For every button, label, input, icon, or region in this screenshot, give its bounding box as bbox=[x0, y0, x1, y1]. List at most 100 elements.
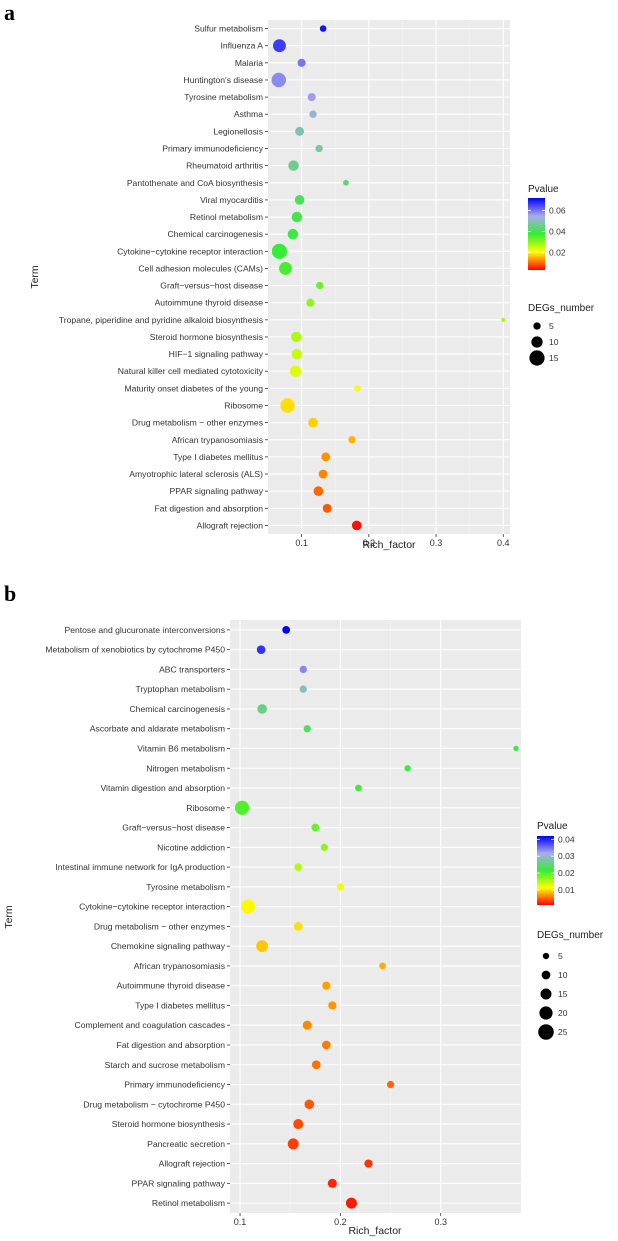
data-point bbox=[320, 843, 328, 851]
term-label: Fat digestion and absorption bbox=[155, 503, 264, 513]
term-label: Fat digestion and absorption bbox=[117, 1040, 226, 1050]
size-legend-key bbox=[533, 322, 541, 330]
size-legend-key bbox=[529, 350, 545, 366]
degs-legend-title: DEGs_number bbox=[528, 303, 595, 314]
size-legend-key bbox=[539, 1006, 553, 1020]
data-point bbox=[404, 765, 411, 772]
data-point bbox=[311, 1060, 321, 1070]
data-point bbox=[293, 922, 303, 931]
size-legend-label: 10 bbox=[558, 970, 568, 980]
term-label: ABC transporters bbox=[159, 664, 225, 674]
data-point bbox=[299, 685, 307, 693]
colorbar-tick-label: 0.03 bbox=[558, 851, 575, 861]
data-point bbox=[316, 281, 324, 290]
plot-panel bbox=[230, 620, 521, 1213]
term-label: HIF−1 signaling pathway bbox=[169, 349, 264, 359]
term-label: Ascorbate and aldarate metabolism bbox=[90, 724, 225, 734]
data-point bbox=[295, 126, 305, 136]
term-label: Rheumatoid arthritis bbox=[186, 161, 263, 171]
colorbar-tick-label: 0.06 bbox=[549, 206, 566, 216]
size-legend-key bbox=[542, 952, 550, 960]
term-label: Metabolism of xenobiotics by cytochrome … bbox=[45, 645, 225, 655]
data-point bbox=[272, 39, 286, 53]
enrichment-chart-a: a Sulfur metabolism Influenza A Malaria Hun… bbox=[4, 0, 595, 551]
size-legend-label: 20 bbox=[558, 1008, 568, 1018]
data-point bbox=[297, 58, 306, 67]
data-point bbox=[351, 520, 362, 531]
term-label: Natural killer cell mediated cytotoxicit… bbox=[118, 366, 264, 376]
term-label: Nitrogen metabolism bbox=[146, 763, 225, 773]
term-label: Autoimmune thyroid disease bbox=[155, 298, 264, 308]
colorbar-tick-label: 0.02 bbox=[558, 868, 575, 878]
term-label: Huntington's disease bbox=[183, 75, 263, 85]
term-label: Allograft rejection bbox=[197, 520, 264, 530]
term-label: Nicotine addiction bbox=[157, 842, 225, 852]
y-axis-title: Term bbox=[29, 265, 41, 289]
term-label: Tyrosine metabolism bbox=[184, 92, 263, 102]
data-point bbox=[282, 626, 291, 634]
data-point bbox=[279, 262, 292, 275]
data-point bbox=[364, 1159, 373, 1168]
x-tick-label: 0.3 bbox=[434, 1217, 447, 1227]
term-label: Type I diabetes mellitus bbox=[135, 1000, 225, 1010]
degs-legend: DEGs_number 5 10 15 bbox=[528, 303, 595, 366]
term-label: Legionellosis bbox=[213, 126, 263, 136]
term-label: Chemokine signaling pathway bbox=[111, 941, 226, 951]
term-label: Viral myocarditis bbox=[200, 195, 263, 205]
data-point bbox=[291, 348, 303, 360]
data-point bbox=[299, 665, 307, 674]
pvalue-legend: Pvalue 0.04 0.03 0.02 0.01 bbox=[537, 821, 575, 905]
term-label: Graft−versus−host disease bbox=[122, 823, 225, 833]
term-label: African trypanosomiasis bbox=[134, 961, 225, 971]
pvalue-legend: Pvalue 0.06 0.04 0.02 bbox=[528, 184, 566, 270]
data-point bbox=[290, 331, 302, 343]
term-label: Pancreatic secretion bbox=[147, 1139, 225, 1149]
data-point bbox=[379, 962, 386, 970]
data-point bbox=[287, 228, 299, 240]
data-point bbox=[256, 940, 269, 953]
data-point bbox=[287, 1138, 299, 1150]
term-label: Allograft rejection bbox=[159, 1159, 226, 1169]
data-point bbox=[294, 863, 303, 871]
data-point bbox=[240, 899, 256, 914]
data-point bbox=[311, 823, 320, 832]
x-tick-label: 0.2 bbox=[334, 1217, 347, 1227]
data-point bbox=[513, 745, 519, 752]
term-label: Drug metabolism − other enzymes bbox=[94, 921, 225, 931]
term-label: Intestinal immune network for IgA produc… bbox=[55, 862, 225, 872]
data-point bbox=[315, 144, 323, 153]
data-point bbox=[354, 385, 361, 392]
pvalue-colorbar bbox=[528, 198, 545, 270]
term-label: Cytokine−cytokine receptor interaction bbox=[117, 246, 263, 256]
term-label: Primary immunodeficiency bbox=[124, 1080, 225, 1090]
data-point bbox=[293, 1119, 304, 1130]
term-label: Pentose and glucuronate interconversions bbox=[64, 625, 225, 635]
x-axis-title: Rich_factor bbox=[362, 539, 416, 551]
size-legend-label: 5 bbox=[558, 951, 563, 961]
data-point bbox=[318, 469, 328, 479]
pvalue-legend-title: Pvalue bbox=[528, 184, 559, 195]
term-label: Chemical carcinogenesis bbox=[129, 704, 225, 714]
data-point bbox=[321, 1040, 331, 1050]
term-label: Asthma bbox=[234, 109, 263, 119]
data-point bbox=[302, 1020, 312, 1030]
size-legend-label: 15 bbox=[549, 353, 559, 363]
term-label: PPAR signaling pathway bbox=[170, 486, 264, 496]
data-point bbox=[322, 981, 331, 990]
size-legend-label: 15 bbox=[558, 989, 568, 999]
x-tick-label: 0.1 bbox=[234, 1217, 247, 1227]
term-label: Drug metabolism − cytochrome P450 bbox=[83, 1099, 225, 1109]
term-label: Tropane, piperidine and pyridine alkaloi… bbox=[59, 315, 263, 325]
term-label: Vitamin digestion and absorption bbox=[100, 783, 225, 793]
term-label: Graft−versus−host disease bbox=[160, 281, 263, 291]
term-label: Influenza A bbox=[220, 41, 263, 51]
term-label: Pantothenate and CoA biosynthesis bbox=[127, 178, 263, 188]
data-point bbox=[288, 160, 299, 171]
term-label: Cytokine−cytokine receptor interaction bbox=[79, 902, 225, 912]
data-point bbox=[306, 298, 315, 307]
term-label: Maturity onset diabetes of the young bbox=[124, 383, 263, 393]
y-axis-title: Term bbox=[3, 905, 15, 929]
pvalue-colorbar bbox=[537, 836, 554, 905]
data-point bbox=[313, 486, 324, 497]
panel-label-a: a bbox=[4, 0, 15, 25]
